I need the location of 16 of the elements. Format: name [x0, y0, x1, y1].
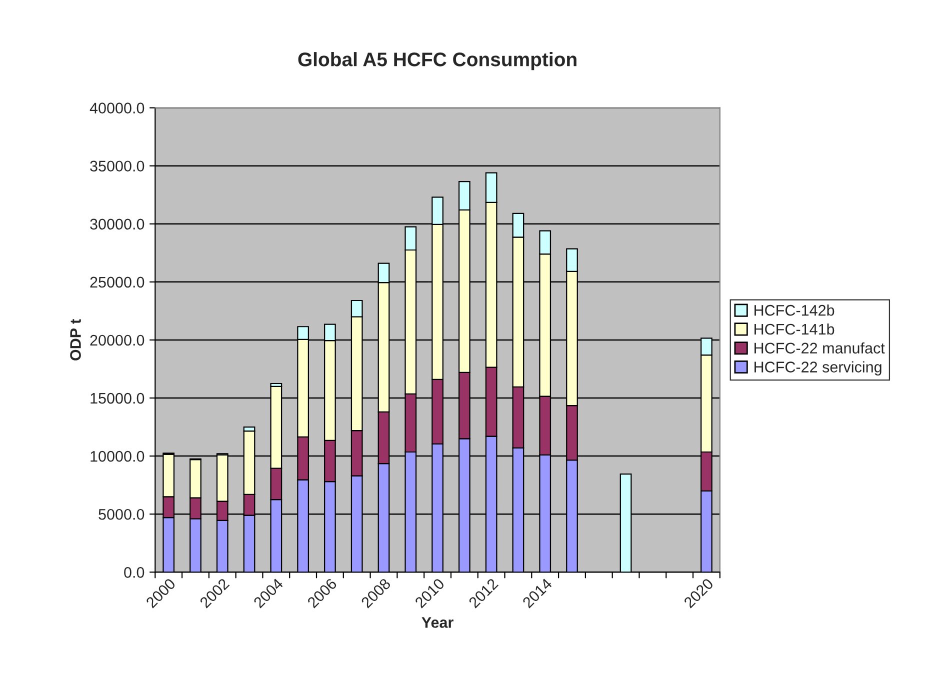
legend-label: HCFC-142b: [754, 304, 834, 316]
chart-title: Global A5 HCFC Consumption: [298, 52, 576, 70]
legend-label: HCFC-22 servicing: [754, 361, 882, 376]
y-axis-title: ODP t: [70, 319, 81, 360]
x-axis-title: Year: [422, 617, 454, 628]
legend-label: HCFC-22 manufact: [754, 342, 885, 354]
y-tick-label: 25000.0: [90, 276, 144, 288]
y-tick-label: 20000.0: [90, 334, 144, 346]
y-tick-label: 0.0: [124, 567, 144, 578]
y-tick-label: 30000.0: [90, 218, 144, 230]
y-tick-label: 5000.0: [98, 508, 144, 520]
legend-label: HCFC-141b: [754, 323, 834, 335]
y-tick-label: 35000.0: [90, 160, 144, 172]
y-tick-label: 10000.0: [90, 450, 144, 462]
y-tick-label: 40000.0: [90, 102, 144, 114]
y-tick-label: 15000.0: [90, 392, 144, 404]
